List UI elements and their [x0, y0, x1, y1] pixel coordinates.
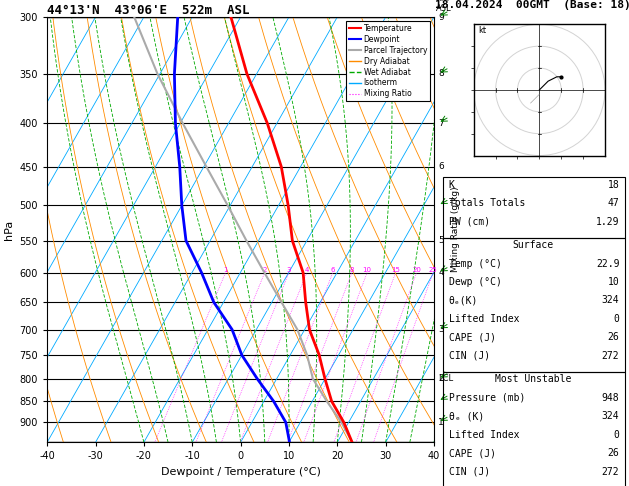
- Text: 8: 8: [350, 267, 354, 273]
- Text: 2: 2: [262, 267, 267, 273]
- Text: 7: 7: [438, 119, 444, 128]
- Text: 4: 4: [438, 268, 444, 277]
- Text: 9: 9: [438, 13, 444, 21]
- Text: kt: kt: [478, 26, 486, 35]
- Text: Dewp (°C): Dewp (°C): [448, 277, 501, 287]
- Text: LCL: LCL: [438, 374, 454, 383]
- Text: km
ASL: km ASL: [436, 0, 452, 13]
- Text: 25: 25: [429, 267, 437, 273]
- Legend: Temperature, Dewpoint, Parcel Trajectory, Dry Adiabat, Wet Adiabat, Isotherm, Mi: Temperature, Dewpoint, Parcel Trajectory…: [346, 21, 430, 102]
- Text: Pressure (mb): Pressure (mb): [448, 393, 525, 403]
- Text: 3: 3: [287, 267, 291, 273]
- Text: Totals Totals: Totals Totals: [448, 198, 525, 208]
- Text: PW (cm): PW (cm): [448, 217, 490, 227]
- Text: 22.9: 22.9: [596, 259, 620, 269]
- Text: 6: 6: [330, 267, 335, 273]
- Text: 4: 4: [304, 267, 309, 273]
- Text: CAPE (J): CAPE (J): [448, 332, 496, 343]
- Text: 272: 272: [602, 467, 620, 477]
- Bar: [443, 372, 625, 486]
- Text: CIN (J): CIN (J): [448, 467, 490, 477]
- Text: CIN (J): CIN (J): [448, 351, 490, 361]
- Text: Temp (°C): Temp (°C): [448, 259, 501, 269]
- Text: 44°13'N  43°06'E  522m  ASL: 44°13'N 43°06'E 522m ASL: [47, 4, 250, 17]
- Text: K: K: [448, 180, 455, 190]
- Text: 948: 948: [602, 393, 620, 403]
- Text: 8: 8: [438, 69, 444, 78]
- Text: 272: 272: [602, 351, 620, 361]
- Text: 18: 18: [608, 180, 620, 190]
- Text: 6: 6: [438, 162, 444, 171]
- Text: 47: 47: [608, 198, 620, 208]
- Bar: [443, 238, 625, 372]
- Text: Lifted Index: Lifted Index: [448, 430, 519, 440]
- Text: 0: 0: [613, 314, 620, 324]
- Text: 10: 10: [362, 267, 372, 273]
- Text: Lifted Index: Lifted Index: [448, 314, 519, 324]
- Text: 2: 2: [438, 374, 444, 383]
- Text: CAPE (J): CAPE (J): [448, 448, 496, 458]
- Text: 324: 324: [602, 295, 620, 306]
- Text: 0: 0: [613, 430, 620, 440]
- Text: Surface: Surface: [513, 240, 554, 250]
- Text: 18.04.2024  00GMT  (Base: 18): 18.04.2024 00GMT (Base: 18): [435, 0, 629, 10]
- Text: 324: 324: [602, 411, 620, 421]
- Text: Mixing Ratio (g/kg): Mixing Ratio (g/kg): [451, 187, 460, 273]
- Text: θₑ(K): θₑ(K): [448, 295, 478, 306]
- Text: Most Unstable: Most Unstable: [495, 374, 571, 384]
- Y-axis label: hPa: hPa: [4, 220, 14, 240]
- Text: 26: 26: [608, 332, 620, 343]
- Text: 3: 3: [438, 325, 444, 334]
- Text: 26: 26: [608, 448, 620, 458]
- Text: 15: 15: [391, 267, 400, 273]
- Bar: [443, 177, 625, 238]
- Text: 20: 20: [412, 267, 421, 273]
- Text: 5: 5: [438, 236, 444, 245]
- Text: 1: 1: [223, 267, 228, 273]
- Text: θₑ (K): θₑ (K): [448, 411, 484, 421]
- Text: 1.29: 1.29: [596, 217, 620, 227]
- Text: 10: 10: [608, 277, 620, 287]
- X-axis label: Dewpoint / Temperature (°C): Dewpoint / Temperature (°C): [160, 467, 321, 477]
- Text: 1: 1: [438, 418, 444, 427]
